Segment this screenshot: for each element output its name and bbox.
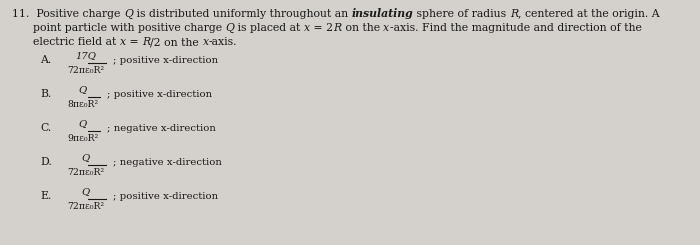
- Text: 72πε₀R²: 72πε₀R²: [67, 168, 104, 177]
- Text: Q: Q: [78, 119, 87, 128]
- Text: -axis.: -axis.: [209, 37, 237, 47]
- Text: ; positive x-direction: ; positive x-direction: [113, 192, 218, 200]
- Text: ; negative x-direction: ; negative x-direction: [107, 123, 216, 133]
- Text: A.: A.: [40, 55, 51, 65]
- Text: D.: D.: [40, 157, 52, 167]
- Text: x: x: [202, 37, 209, 47]
- Text: ; negative x-direction: ; negative x-direction: [113, 158, 222, 167]
- Text: Q: Q: [78, 85, 87, 94]
- Text: on the: on the: [342, 23, 384, 33]
- Text: , centered at the origin. A: , centered at the origin. A: [518, 9, 659, 19]
- Text: 17Q: 17Q: [75, 51, 96, 60]
- Text: Q: Q: [124, 9, 133, 19]
- Text: ; positive x-direction: ; positive x-direction: [107, 89, 212, 98]
- Text: 11.  Positive charge: 11. Positive charge: [12, 9, 124, 19]
- Text: x: x: [120, 37, 126, 47]
- Text: =: =: [126, 37, 142, 47]
- Text: Q: Q: [81, 153, 90, 162]
- Text: R: R: [142, 37, 150, 47]
- Text: x: x: [384, 23, 389, 33]
- Text: point particle with positive charge: point particle with positive charge: [12, 23, 225, 33]
- Text: is placed at: is placed at: [234, 23, 304, 33]
- Text: R: R: [333, 23, 342, 33]
- Text: -axis. Find the magnitude and direction of the: -axis. Find the magnitude and direction …: [389, 23, 641, 33]
- Text: Q: Q: [225, 23, 234, 33]
- Text: x: x: [304, 23, 310, 33]
- Text: sphere of radius: sphere of radius: [413, 9, 510, 19]
- Text: is distributed uniformly throughout an: is distributed uniformly throughout an: [133, 9, 351, 19]
- Text: E.: E.: [40, 191, 51, 201]
- Text: Q: Q: [81, 187, 90, 196]
- Text: 9πε₀R²: 9πε₀R²: [67, 134, 98, 143]
- Text: ; positive x-direction: ; positive x-direction: [113, 56, 218, 64]
- Text: 72πε₀R²: 72πε₀R²: [67, 66, 104, 75]
- Text: C.: C.: [40, 123, 51, 133]
- Text: /2 on the: /2 on the: [150, 37, 202, 47]
- Text: B.: B.: [40, 89, 51, 99]
- Text: = 2: = 2: [310, 23, 333, 33]
- Text: 72πε₀R²: 72πε₀R²: [67, 202, 104, 211]
- Text: insulating: insulating: [351, 8, 413, 19]
- Text: R: R: [510, 9, 518, 19]
- Text: 8πε₀R²: 8πε₀R²: [67, 100, 98, 109]
- Text: electric field at: electric field at: [12, 37, 120, 47]
